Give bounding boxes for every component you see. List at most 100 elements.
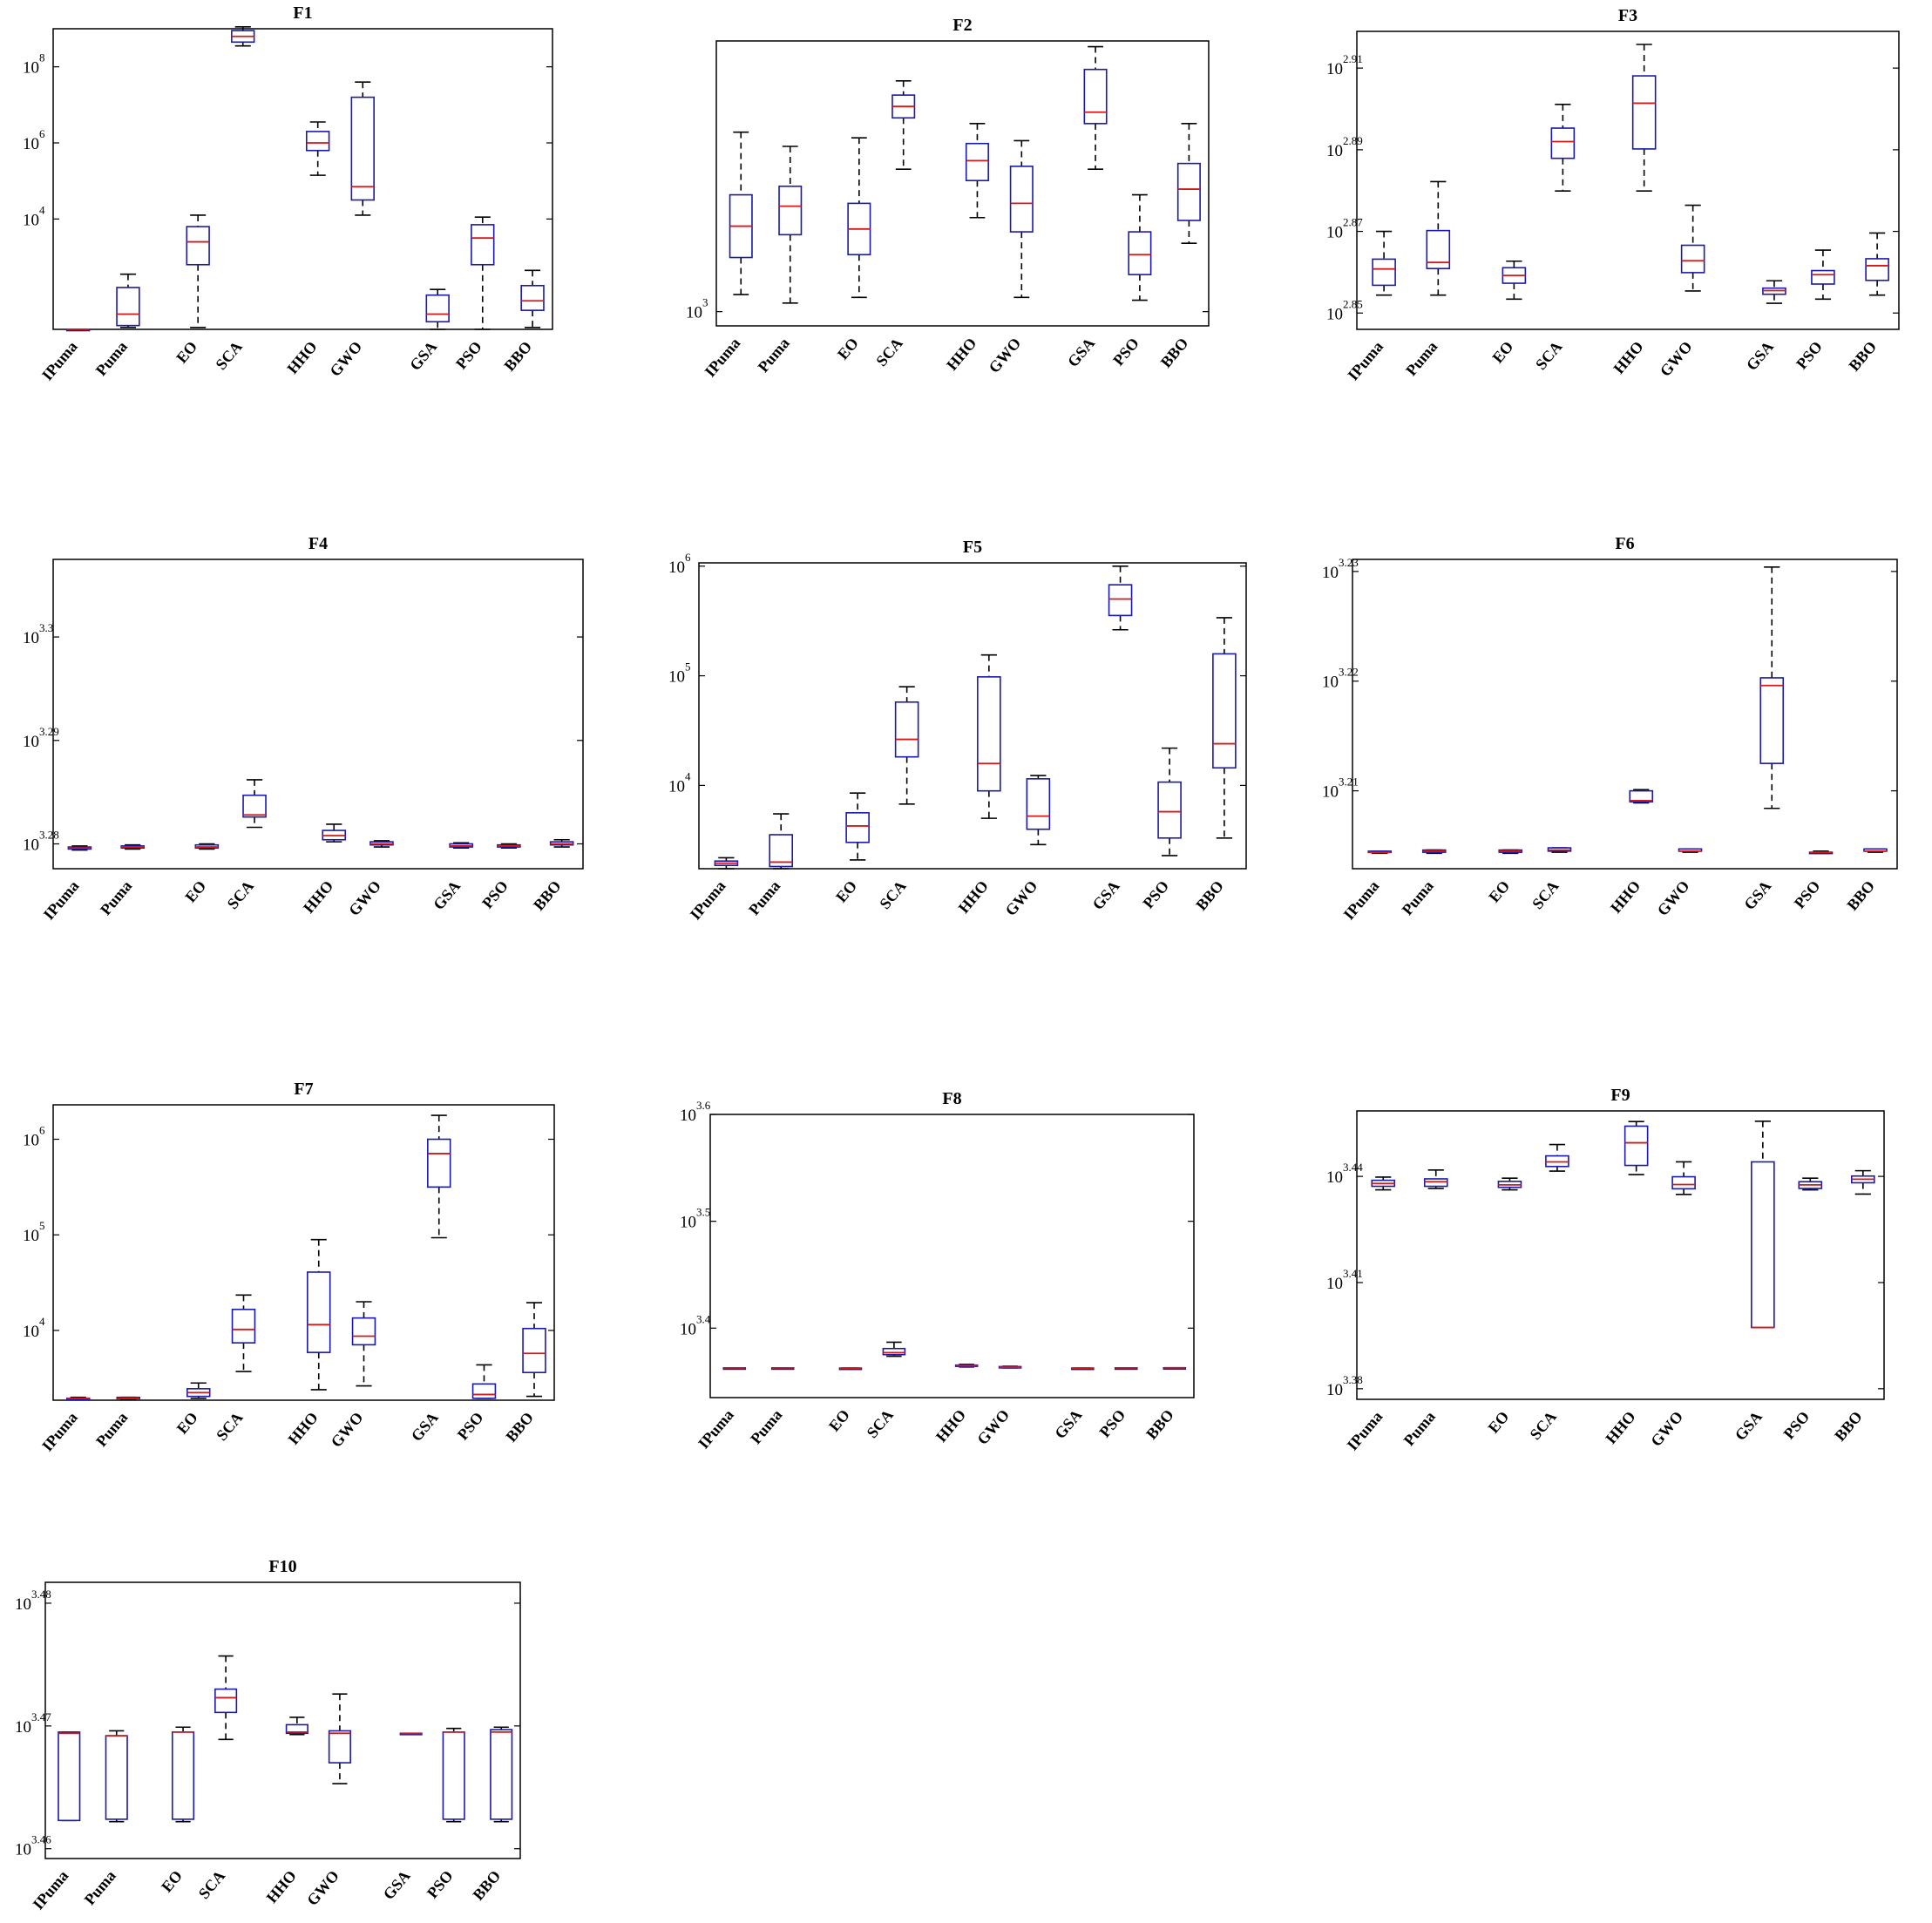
y-tick-label: 10: [1326, 224, 1343, 242]
x-tick-label: GWO: [973, 1406, 1013, 1448]
box-pso: [471, 216, 495, 330]
box-sca: [1547, 847, 1572, 853]
x-tick-label: SCA: [224, 877, 257, 912]
x-tick-label: BBO: [500, 338, 535, 375]
x-tick-label: BBO: [1831, 1408, 1866, 1445]
plot-frame: [698, 562, 1247, 870]
box-bbo: [549, 838, 574, 848]
box-ipuma: [58, 1731, 81, 1822]
box-iqr: [105, 1735, 128, 1820]
box-eo: [845, 792, 870, 861]
y-tick-label: 10: [1322, 674, 1339, 692]
box-gwo: [350, 81, 375, 216]
chart-title: F3: [1618, 6, 1637, 25]
x-tick-label: IPuma: [38, 1409, 81, 1455]
x-tick-label: IPuma: [687, 877, 729, 924]
x-tick-label: PSO: [1793, 338, 1826, 373]
chart-title: F10: [268, 1557, 296, 1576]
box-bbo: [1865, 232, 1889, 296]
box-iqr: [882, 1347, 906, 1356]
x-tick-label: IPuma: [1344, 1408, 1386, 1454]
x-tick-label: Puma: [745, 877, 783, 918]
box-iqr: [1157, 781, 1182, 839]
box-pso: [1157, 747, 1182, 857]
box-pso: [471, 1364, 497, 1399]
x-tick-label: SCA: [213, 1409, 246, 1444]
y-tick-label: 10: [23, 1131, 39, 1149]
y-tick-exponent: 3.44: [1343, 1161, 1363, 1174]
y-tick-exponent: 5: [685, 660, 691, 674]
box-iqr: [58, 1731, 81, 1822]
x-tick-label: EO: [834, 335, 862, 363]
box-gwo: [1671, 1161, 1696, 1195]
box-eo: [1502, 260, 1527, 301]
box-iqr: [1624, 1125, 1649, 1167]
box-puma: [116, 1396, 140, 1400]
x-tick-label: IPuma: [30, 1867, 72, 1913]
y-tick-exponent: 3.22: [1339, 666, 1359, 679]
y-tick-exponent: 3.41: [1343, 1267, 1363, 1280]
box-gsa: [427, 1114, 451, 1239]
x-tick-label: PSO: [454, 1409, 487, 1444]
box-ipuma: [66, 1396, 91, 1401]
y-tick-label: 10: [686, 304, 702, 322]
y-tick-base: 10: [1322, 564, 1339, 582]
y-tick-exponent: 3.6: [696, 1099, 711, 1112]
box-iqr: [1009, 166, 1034, 233]
y-tick-exponent: 3.29: [39, 725, 59, 738]
plot-frame: [44, 1581, 521, 1859]
x-tick-label: GSA: [1051, 1406, 1085, 1442]
box-ipuma: [1371, 1176, 1396, 1191]
y-tick-base: 10: [23, 629, 39, 647]
x-tick-label: IPuma: [1344, 338, 1386, 384]
chart-title: F6: [1615, 534, 1634, 553]
y-tick-exponent: 3.3: [39, 621, 53, 634]
box-iqr: [350, 96, 375, 201]
x-tick-label: EO: [1488, 338, 1516, 367]
box-gwo: [369, 840, 394, 848]
x-tick-label: GSA: [408, 1409, 442, 1445]
box-iqr: [769, 834, 794, 868]
x-tick-label: HHO: [932, 1406, 969, 1446]
x-tick-label: HHO: [943, 335, 980, 374]
box-iqr: [442, 1731, 465, 1820]
box-eo: [847, 137, 871, 299]
box-eo: [194, 843, 220, 850]
box-iqr: [1671, 1175, 1696, 1190]
chart-title: F1: [293, 3, 312, 23]
x-tick-label: BBO: [530, 877, 565, 914]
y-tick-base: 10: [23, 211, 39, 229]
y-tick-label: 10: [23, 1323, 39, 1341]
y-tick-base: 10: [1322, 783, 1339, 802]
x-tick-label: GWO: [345, 877, 384, 919]
x-tick-label: BBO: [502, 1409, 537, 1446]
x-tick-label: Puma: [755, 335, 793, 376]
x-tick-label: PSO: [452, 338, 485, 373]
x-tick-label: BBO: [1843, 877, 1878, 914]
x-tick-label: Puma: [747, 1406, 785, 1447]
box-puma: [769, 813, 794, 870]
y-tick-base: 10: [680, 1320, 696, 1338]
x-tick-label: HHO: [284, 1409, 321, 1448]
box-ipuma: [1367, 850, 1393, 855]
box-iqr: [1212, 653, 1237, 769]
x-tick-label: SCA: [195, 1867, 228, 1902]
box-hho: [285, 1716, 308, 1736]
box-pso: [1808, 850, 1834, 855]
x-tick-label: BBO: [470, 1867, 505, 1904]
box-sca: [231, 1294, 256, 1372]
y-tick-exponent: 2.91: [1343, 52, 1363, 65]
box-gsa: [1108, 565, 1133, 631]
y-tick-label: 10: [23, 733, 39, 751]
y-tick-label: 10: [668, 559, 685, 577]
box-iqr: [1631, 75, 1657, 150]
y-tick-exponent: 6: [39, 1123, 45, 1136]
box-sca: [1545, 1143, 1569, 1172]
box-eo: [171, 1726, 195, 1823]
box-bbo: [520, 269, 545, 328]
